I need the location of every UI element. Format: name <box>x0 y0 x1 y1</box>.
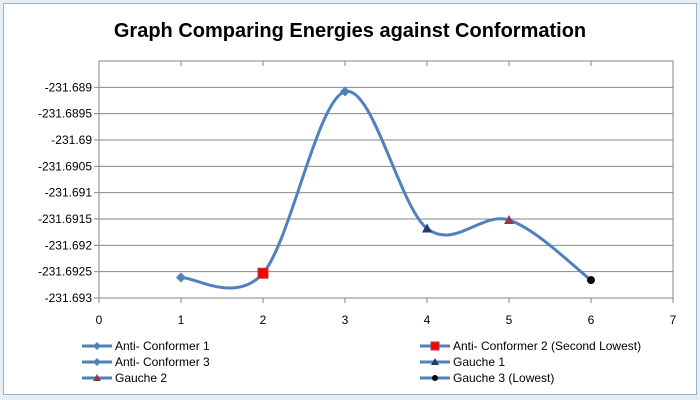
x-tick-label: 3 <box>342 313 349 327</box>
legend-label: Anti- Conformer 2 (Second Lowest) <box>453 339 641 353</box>
legend-marker <box>430 341 440 351</box>
y-tick-label: -231.6915 <box>38 212 92 226</box>
data-point-2 <box>340 86 350 97</box>
data-point-1 <box>257 267 269 279</box>
x-tick-label: 0 <box>96 313 103 327</box>
legend-marker <box>93 342 101 350</box>
x-tick-label: 2 <box>260 313 267 327</box>
data-point-5 <box>587 276 595 285</box>
x-tick-label: 4 <box>424 313 431 327</box>
y-tick-label: -231.691 <box>45 186 93 200</box>
x-tick-label: 7 <box>670 313 677 327</box>
series-line <box>180 90 592 290</box>
legend-label: Anti- Conformer 1 <box>115 339 210 353</box>
chart-title: Graph Comparing Energies against Conform… <box>114 20 586 42</box>
data-point-0 <box>176 272 186 283</box>
x-tick-label: 1 <box>178 313 185 327</box>
y-tick-label: -231.692 <box>45 238 93 252</box>
y-tick-label: -231.693 <box>45 291 93 305</box>
legend-marker <box>432 375 438 381</box>
legend-marker <box>93 358 101 366</box>
plot-area-border <box>98 60 674 299</box>
y-tick-label: -231.689 <box>45 80 93 94</box>
legend-label: Gauche 1 <box>453 355 505 369</box>
legend-marker <box>93 374 101 381</box>
y-tick-label: -231.6895 <box>38 107 92 121</box>
x-tick-label: 5 <box>506 313 513 327</box>
legend-label: Gauche 3 (Lowest) <box>453 371 554 385</box>
data-point-4 <box>504 215 514 225</box>
legend-label: Anti- Conformer 3 <box>115 355 210 369</box>
y-tick-label: -231.6905 <box>38 159 92 173</box>
chart-area[interactable] <box>3 3 697 395</box>
legend-marker <box>431 358 439 365</box>
x-tick-label: 6 <box>588 313 595 327</box>
legend-label: Gauche 2 <box>115 371 167 385</box>
data-point-3 <box>422 223 432 233</box>
y-tick-label: -231.69 <box>51 133 92 147</box>
y-tick-label: -231.6925 <box>38 265 92 279</box>
